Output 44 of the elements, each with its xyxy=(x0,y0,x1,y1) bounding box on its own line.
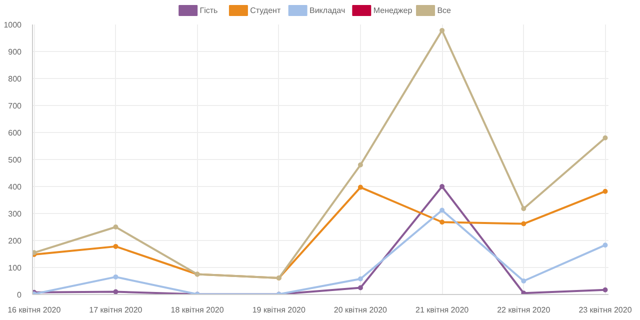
y-tick-label: 300 xyxy=(8,210,22,218)
point xyxy=(113,244,118,249)
x-tick-label: 16 квітня 2020 xyxy=(8,306,62,314)
y-tick-label: 700 xyxy=(8,102,22,110)
y-tick-label: 0 xyxy=(17,290,22,300)
x-tick-label: 23 квітня 2020 xyxy=(578,306,632,314)
point xyxy=(440,220,445,225)
x-tick-label: 17 квітня 2020 xyxy=(89,306,143,314)
x-tick-label: 18 квітня 2020 xyxy=(170,306,224,314)
point xyxy=(440,208,445,213)
point xyxy=(358,162,363,168)
y-tick-label: 1000 xyxy=(4,20,22,30)
point xyxy=(113,274,118,280)
y-tick-label: 900 xyxy=(8,48,22,56)
point xyxy=(358,184,363,190)
point xyxy=(113,224,118,230)
y-tick-label: 400 xyxy=(8,182,22,192)
legend-label: Студент xyxy=(250,6,281,15)
y-tick-label: 800 xyxy=(8,74,22,84)
legend-label: Гість xyxy=(200,6,218,15)
x-tick-label: 20 квітня 2020 xyxy=(334,306,388,314)
x-tick-label: 22 квітня 2020 xyxy=(497,306,551,314)
point xyxy=(440,184,445,189)
y-tick-label: 200 xyxy=(8,236,22,246)
point xyxy=(358,285,363,290)
point xyxy=(602,188,608,194)
point xyxy=(521,206,526,212)
point xyxy=(521,278,526,284)
x-tick-label: 19 квітня 2020 xyxy=(252,306,306,314)
point xyxy=(440,28,445,33)
x-tick-label: 21 квітня 2020 xyxy=(416,306,470,314)
point xyxy=(521,221,526,226)
y-tick-label: 500 xyxy=(8,156,22,164)
point xyxy=(358,276,363,282)
y-tick-label: 100 xyxy=(8,264,22,272)
point xyxy=(602,287,608,292)
legend-label: Менеджер xyxy=(373,6,413,15)
point xyxy=(602,135,608,140)
legend-label: Все xyxy=(437,6,452,15)
point xyxy=(521,290,526,294)
point xyxy=(602,242,608,248)
legend-label: Викладач xyxy=(310,6,346,15)
point xyxy=(113,289,118,294)
y-tick-label: 600 xyxy=(8,128,22,138)
